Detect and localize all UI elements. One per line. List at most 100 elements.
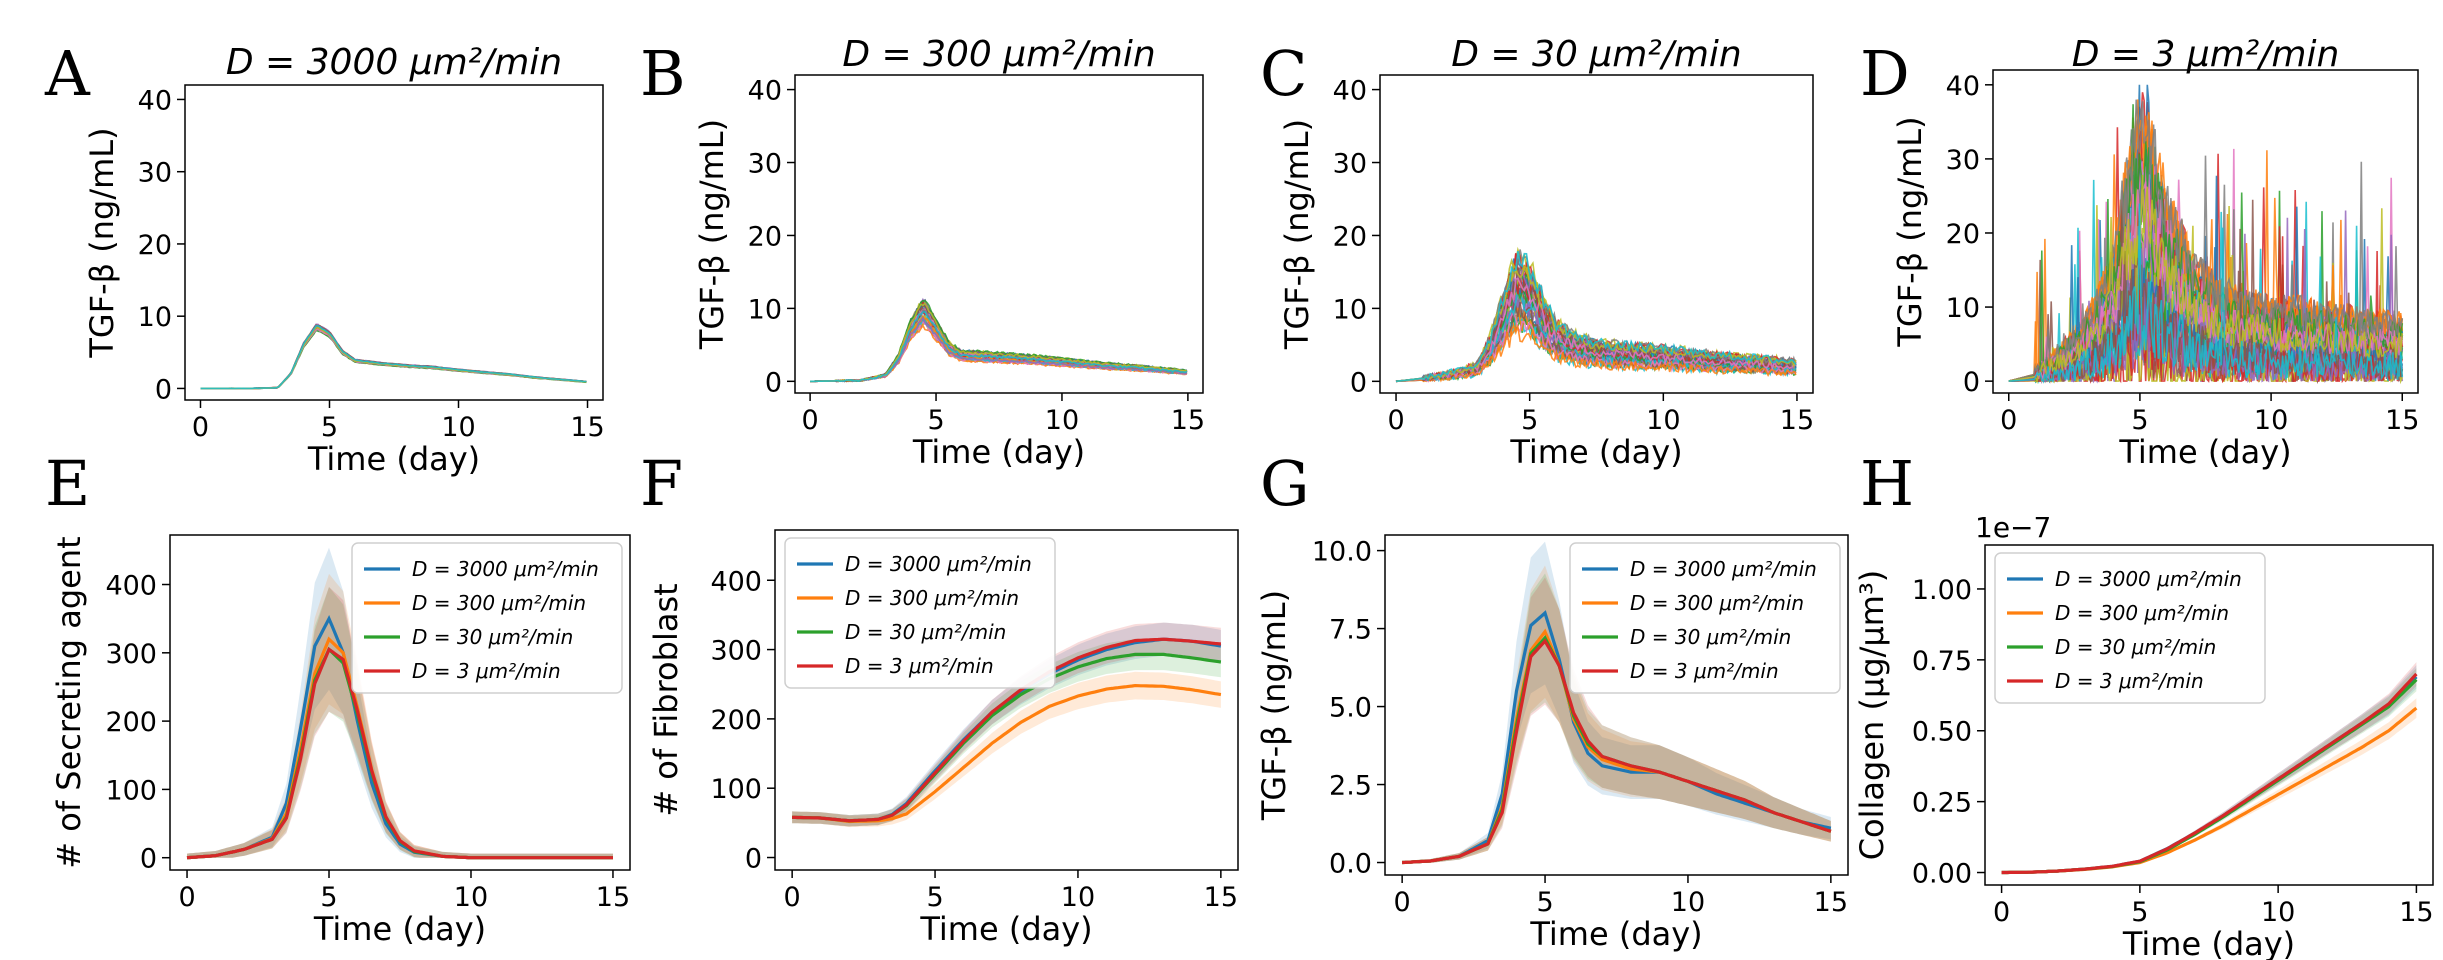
axes-frame bbox=[184, 84, 604, 401]
trajectory-line bbox=[810, 318, 1187, 383]
trajectory-line bbox=[810, 316, 1187, 383]
y-tick-label: 40 bbox=[1946, 71, 1980, 102]
x-tick-label: 15 bbox=[2399, 897, 2433, 928]
trajectory-line bbox=[1395, 250, 1797, 383]
trajectory-line bbox=[200, 324, 587, 390]
x-tick-label: 5 bbox=[2131, 405, 2148, 436]
y-tick-label: 0.25 bbox=[1912, 788, 1972, 819]
x-tick-label: 10 bbox=[454, 882, 488, 913]
y-tick-label: 30 bbox=[748, 149, 782, 180]
panel-d: 0 5 10 15 0 10 20 30 40 Time (day) TGF-β (ng/mL) D D… bbox=[1860, 34, 2419, 471]
y-tick-label: 5.0 bbox=[1329, 693, 1372, 724]
x-tick-label: 15 bbox=[570, 412, 604, 443]
panel-letter: F bbox=[640, 447, 683, 520]
panel-a: 0 5 10 15 0 10 20 30 40 Time (day) TGF-β (ng/mL) A D… bbox=[44, 37, 605, 478]
y-tick-label: 0 bbox=[155, 374, 172, 405]
y-tick-label: 0.00 bbox=[1912, 859, 1972, 890]
x-tick-label: 10 bbox=[1671, 887, 1705, 918]
trajectory-line bbox=[200, 326, 587, 390]
panel-letter: G bbox=[1260, 447, 1310, 520]
y-tick-label: 0 bbox=[140, 844, 157, 875]
trajectory-line bbox=[810, 311, 1188, 383]
plot-area-e bbox=[186, 547, 613, 860]
panel-c: 0 5 10 15 0 10 20 30 40 Time (day) TGF-β (ng/mL) C D… bbox=[1260, 34, 1814, 471]
plot-area-g bbox=[1402, 541, 1832, 865]
legend-entry: D = 300 μm²/min bbox=[2055, 601, 2229, 625]
legend-entry: D = 3 μm²/min bbox=[412, 659, 561, 683]
panel-title: D = 3000 μm²/min bbox=[226, 42, 562, 83]
axes-frame bbox=[1992, 69, 2419, 394]
y-tick-label: 0 bbox=[1350, 367, 1367, 398]
x-tick-label: 15 bbox=[1780, 405, 1814, 436]
legend-entry: D = 300 μm²/min bbox=[412, 591, 586, 615]
x-axis-label: Time (day) bbox=[912, 433, 1085, 471]
panel-letter: D bbox=[1860, 37, 1910, 110]
y-tick-label: 2.5 bbox=[1329, 771, 1372, 802]
legend-entry: D = 3000 μm²/min bbox=[2055, 567, 2242, 591]
series-line-0 bbox=[2001, 675, 2418, 875]
x-tick-label: 5 bbox=[2131, 897, 2148, 928]
x-axis-label: Time (day) bbox=[1509, 433, 1682, 471]
panel-letter: C bbox=[1260, 37, 1307, 110]
axes-frame bbox=[1379, 74, 1814, 394]
confidence-band bbox=[792, 622, 1221, 827]
y-axis-label: Collagen (μg/μm³) bbox=[1853, 570, 1891, 861]
plot-area-f bbox=[792, 622, 1222, 828]
y-axis-label: TGF-β (ng/mL) bbox=[1255, 590, 1293, 821]
x-axis-label: Time (day) bbox=[919, 910, 1092, 948]
trajectory-line bbox=[200, 325, 587, 390]
legend-entry: D = 3000 μm²/min bbox=[1630, 557, 1817, 581]
y-tick-label: 40 bbox=[748, 76, 782, 107]
y-tick-label: 200 bbox=[105, 707, 157, 738]
trajectory-line bbox=[200, 325, 587, 390]
y-tick-label: 0.0 bbox=[1329, 849, 1372, 880]
panel-b: 0 5 10 15 0 10 20 30 40 Time (day) TGF-β (ng/mL)B D… bbox=[640, 34, 1205, 471]
trajectory-line bbox=[200, 328, 587, 390]
axes-frame bbox=[1384, 534, 1849, 876]
y-tick-label: 40 bbox=[138, 85, 172, 116]
series-line-3 bbox=[186, 646, 613, 860]
y-axis-label: # of Secreting agent bbox=[50, 536, 88, 868]
y-tick-label: 30 bbox=[138, 158, 172, 189]
y-axis-label: TGF-β (ng/mL) bbox=[83, 127, 121, 358]
trajectory-line bbox=[1395, 262, 1797, 383]
series-line-3 bbox=[2001, 672, 2418, 875]
x-tick-label: 5 bbox=[321, 412, 338, 443]
y-tick-label: 0 bbox=[1963, 367, 1980, 398]
trajectory-line bbox=[2008, 203, 2404, 384]
x-tick-label: 10 bbox=[2261, 897, 2295, 928]
confidence-band bbox=[1402, 573, 1831, 863]
confidence-band bbox=[1402, 577, 1831, 863]
panel-title: D = 300 μm²/min bbox=[842, 34, 1155, 75]
x-tick-label: 15 bbox=[2385, 405, 2419, 436]
trajectory-line bbox=[200, 326, 587, 390]
trajectory-line bbox=[810, 318, 1187, 383]
y-tick-label: 300 bbox=[710, 636, 762, 667]
panel-title: D = 3 μm²/min bbox=[2072, 34, 2340, 75]
panel-f: 0 5 10 15 0 100 200 300 400 Time (day) # of Fibrob… bbox=[640, 447, 1239, 948]
axes-frame bbox=[794, 74, 1204, 394]
confidence-band bbox=[1402, 541, 1831, 863]
series-line-2 bbox=[2001, 678, 2418, 875]
legend-entry: D = 3000 μm²/min bbox=[412, 557, 599, 581]
x-tick-label: 5 bbox=[926, 882, 943, 913]
trajectory-line bbox=[810, 317, 1188, 383]
y-tick-label: 10 bbox=[138, 302, 172, 333]
x-tick-label: 0 bbox=[192, 412, 209, 443]
trajectory-line bbox=[200, 324, 587, 390]
legend-entry: D = 30 μm²/min bbox=[2055, 635, 2216, 659]
axes-frame bbox=[774, 529, 1239, 871]
x-tick-label: 0 bbox=[178, 882, 195, 913]
y-tick-label: 400 bbox=[105, 571, 157, 602]
y-tick-label: 0 bbox=[745, 844, 762, 875]
y-tick-label: 0 bbox=[765, 367, 782, 398]
legend-box bbox=[351, 542, 623, 694]
legend-entry: D = 300 μm²/min bbox=[1630, 591, 1804, 615]
trajectory-line bbox=[1395, 323, 1797, 383]
legend-entry: D = 3 μm²/min bbox=[2055, 669, 2204, 693]
trajectory-line bbox=[200, 328, 587, 390]
trajectory-line bbox=[200, 327, 587, 390]
legend-entry: D = 3000 μm²/min bbox=[845, 552, 1032, 576]
y-tick-label: 40 bbox=[1333, 76, 1367, 107]
